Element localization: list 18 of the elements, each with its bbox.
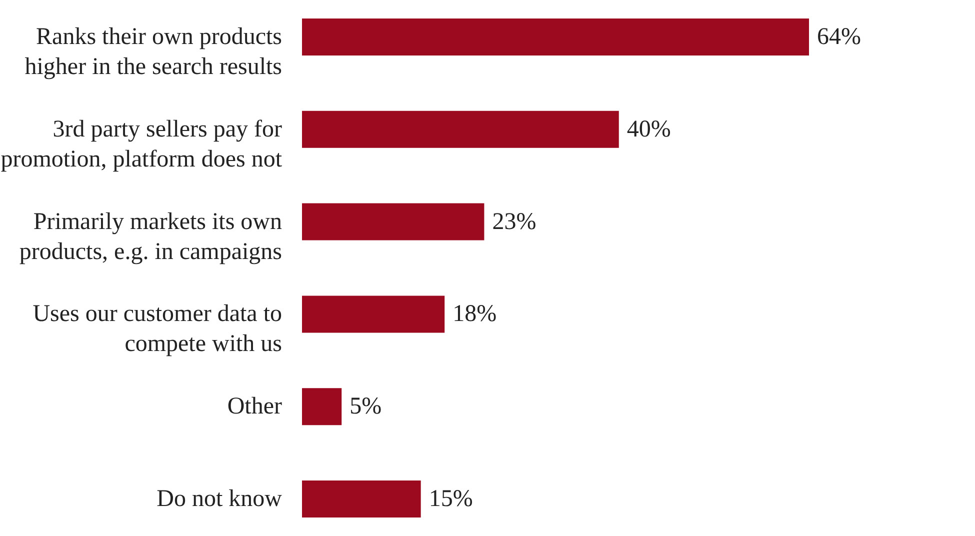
- y-tick-label: Do not know: [156, 486, 283, 512]
- y-tick-label: Uses our customer data to compete with us: [32, 301, 282, 358]
- bar: [302, 296, 445, 333]
- data-label: 40%: [626, 116, 671, 142]
- bar: [302, 110, 619, 148]
- data-label: 5%: [350, 394, 382, 420]
- bar: [302, 18, 809, 56]
- y-tick-label: Ranks their own products higher in the search results: [24, 24, 282, 80]
- data-label: 23%: [492, 208, 536, 235]
- bar: [302, 388, 342, 426]
- y-tick-label: Primarily markets its own products, e.g. in campaigns: [19, 208, 282, 265]
- y-tick-label: 3rd party sellers pay for promotion, platform does not: [0, 116, 282, 172]
- data-label: 18%: [452, 301, 497, 328]
- bar: [302, 203, 484, 240]
- y-tick-label: Other: [227, 394, 282, 420]
- data-label: 15%: [428, 486, 473, 512]
- bar: [302, 480, 421, 518]
- data-label: 64%: [817, 24, 861, 50]
